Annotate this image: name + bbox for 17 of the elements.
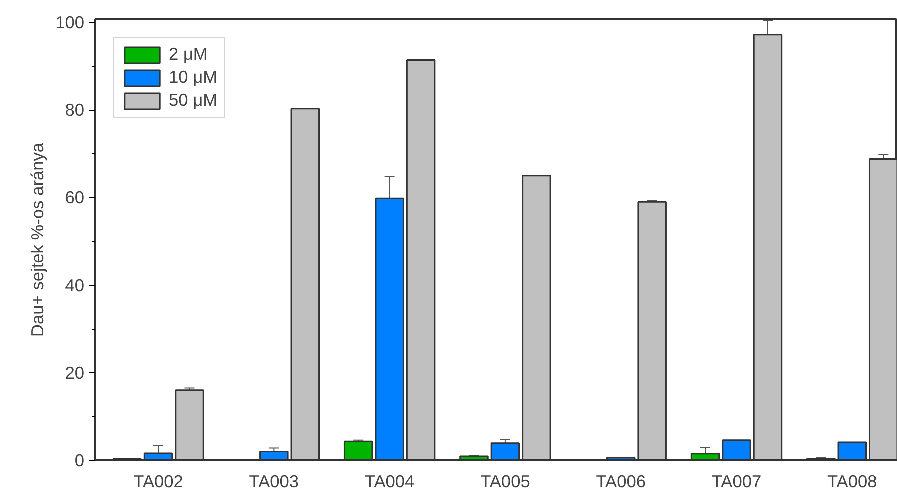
x-tick-label: TA004 xyxy=(364,472,416,492)
x-tick-label: TA005 xyxy=(480,472,530,492)
x-tick-label: TA003 xyxy=(249,472,300,492)
x-tick-label: TA008 xyxy=(828,472,878,492)
legend-label: 2 μM xyxy=(169,44,208,65)
y-tick-label: 60 xyxy=(65,188,85,208)
y-tick-label: 20 xyxy=(65,362,85,383)
y-axis-title: Dau+ sejtek %-os aránya xyxy=(28,142,48,338)
legend-label: 10 μM xyxy=(169,67,218,88)
y-tick-label: 40 xyxy=(65,275,85,296)
y-tick-label: 100 xyxy=(56,12,85,33)
y-tick-label: 0 xyxy=(74,450,85,470)
x-tick-label: TA006 xyxy=(596,472,646,492)
y-tick-label: 80 xyxy=(65,100,85,120)
legend-label: 50 μM xyxy=(169,90,218,111)
x-tick-label: TA002 xyxy=(134,472,184,492)
x-tick-label: TA007 xyxy=(712,472,762,492)
